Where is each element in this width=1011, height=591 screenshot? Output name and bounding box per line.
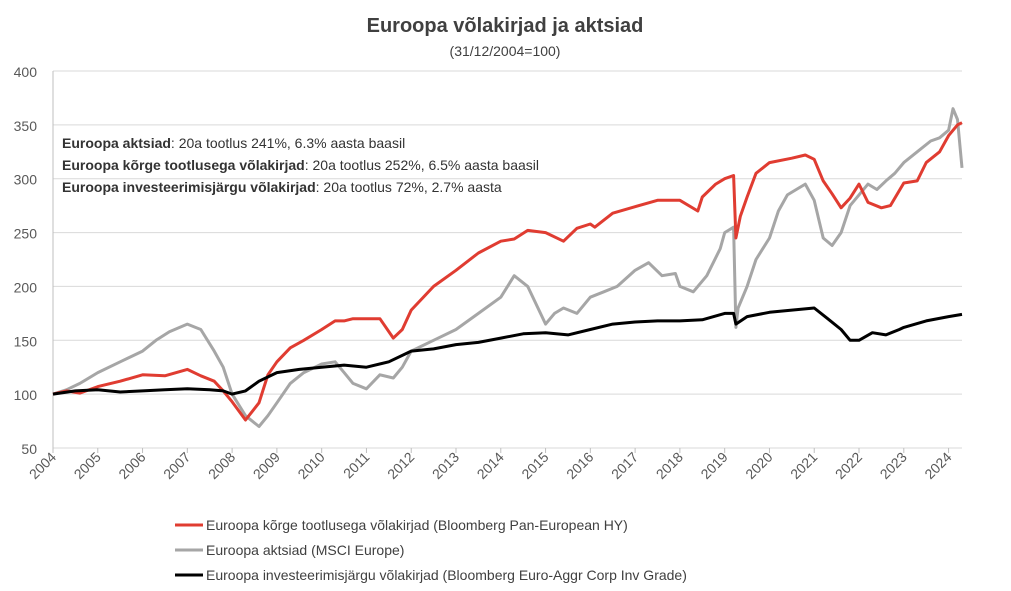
annotation-2: Euroopa investeerimisjärgu võlakirjad: 2… — [62, 179, 502, 195]
series-lines — [52, 107, 964, 428]
x-tick-2019: 2019 — [697, 449, 730, 482]
x-tick-2011: 2011 — [340, 449, 373, 482]
x-tick-2022: 2022 — [832, 449, 865, 482]
x-tick-2012: 2012 — [384, 449, 417, 482]
annotation-bold-2: Euroopa investeerimisjärgu võlakirjad — [62, 179, 316, 195]
y-tick-100: 100 — [14, 387, 38, 403]
legend: Euroopa kõrge tootlusega võlakirjad (Blo… — [175, 517, 687, 583]
x-tick-2021: 2021 — [787, 449, 820, 482]
x-tick-2007: 2007 — [160, 449, 193, 482]
x-tick-2013: 2013 — [429, 449, 462, 482]
chart-title: Euroopa võlakirjad ja aktsiad — [367, 15, 644, 37]
x-tick-2020: 2020 — [742, 449, 775, 482]
x-tick-2023: 2023 — [877, 449, 910, 482]
annotation-bold-0: Euroopa aktsiad — [62, 135, 171, 151]
y-tick-300: 300 — [14, 172, 38, 188]
series-line-1 — [52, 107, 964, 428]
x-tick-2017: 2017 — [608, 449, 641, 482]
x-tick-labels: 2004 2005 2006 2007 2008 2009 2010 2011 2012 2013… — [26, 448, 955, 482]
annotation-rest-1: : 20a tootlus 252%, 6.5% aasta baasil — [305, 157, 539, 173]
y-tick-400: 400 — [14, 64, 38, 80]
x-tick-2015: 2015 — [518, 449, 551, 482]
annotation-rest-2: : 20a tootlus 72%, 2.7% aasta — [316, 179, 502, 195]
legend-label-2: Euroopa investeerimisjärgu võlakirjad (B… — [206, 567, 687, 583]
x-tick-2005: 2005 — [71, 449, 104, 482]
x-tick-2016: 2016 — [563, 449, 596, 482]
legend-label-1: Euroopa aktsiad (MSCI Europe) — [206, 542, 404, 558]
grid-lines — [52, 70, 962, 449]
annotation-1: Euroopa kõrge tootlusega võlakirjad: 20a… — [62, 157, 539, 173]
y-tick-200: 200 — [14, 279, 38, 295]
series-line-2 — [52, 306, 963, 396]
x-tick-2006: 2006 — [115, 449, 148, 482]
x-tick-2010: 2010 — [294, 449, 327, 482]
legend-label-0: Euroopa kõrge tootlusega võlakirjad (Blo… — [206, 517, 628, 533]
series-line-0 — [52, 121, 963, 422]
chart-subtitle: (31/12/2004=100) — [450, 43, 561, 59]
x-tick-2014: 2014 — [474, 449, 507, 482]
x-tick-2008: 2008 — [205, 449, 238, 482]
annotation-rest-0: : 20a tootlus 241%, 6.3% aasta baasil — [171, 135, 405, 151]
x-tick-2009: 2009 — [250, 449, 283, 482]
annotations: Euroopa aktsiad: 20a tootlus 241%, 6.3% … — [62, 135, 539, 195]
x-tick-2018: 2018 — [653, 449, 686, 482]
y-tick-350: 350 — [14, 118, 38, 134]
annotation-0: Euroopa aktsiad: 20a tootlus 241%, 6.3% … — [62, 135, 405, 151]
y-tick-150: 150 — [14, 333, 38, 349]
annotation-bold-1: Euroopa kõrge tootlusega võlakirjad — [62, 157, 305, 173]
y-tick-50: 50 — [21, 441, 37, 457]
y-tick-250: 250 — [14, 226, 38, 242]
x-tick-2024: 2024 — [921, 449, 954, 482]
y-tick-labels: 50 100 150 200 250 300 350 400 — [14, 64, 38, 457]
